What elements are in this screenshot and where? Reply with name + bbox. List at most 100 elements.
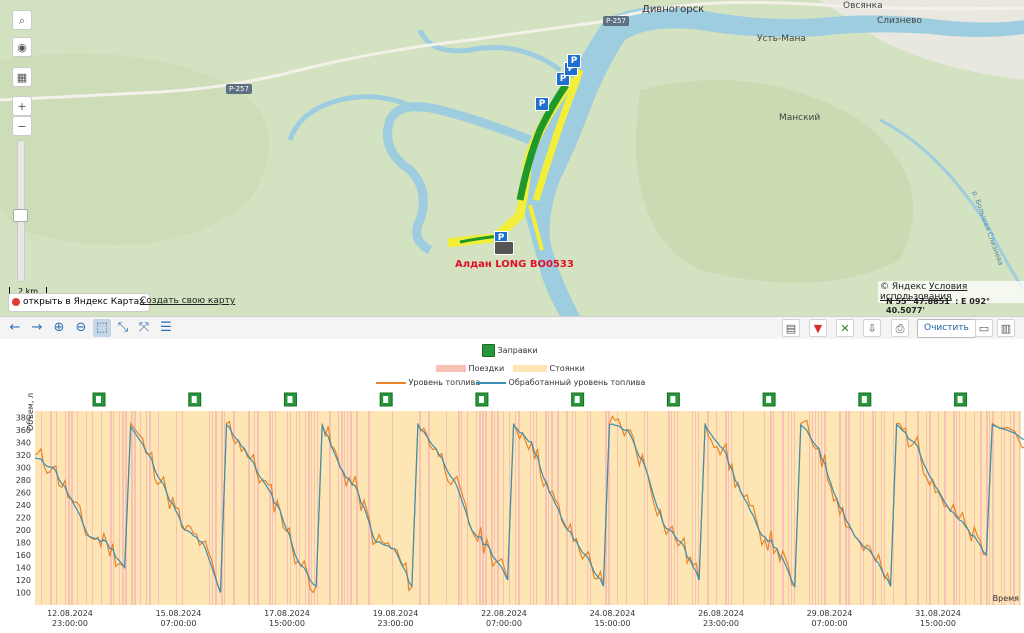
pdf-export-icon[interactable]: ▼ <box>809 319 827 337</box>
trip-band <box>530 411 531 605</box>
trip-band <box>476 411 477 605</box>
refuel-marker-icon[interactable] <box>92 392 106 407</box>
refuel-marker-icon[interactable] <box>188 392 202 407</box>
legend-stops[interactable]: Стоянки <box>513 364 585 373</box>
trip-band <box>491 411 493 605</box>
zoom-in-button[interactable]: + <box>12 96 32 116</box>
trip-band <box>884 411 885 605</box>
trip-band <box>677 411 678 605</box>
trip-band <box>959 411 960 605</box>
trip-band <box>299 411 300 605</box>
x-tick-date: 22.08.2024 <box>481 609 527 618</box>
trip-band <box>644 411 645 605</box>
zoom-slider-thumb[interactable] <box>13 209 28 222</box>
parking-marker-icon[interactable]: P <box>535 97 549 111</box>
y-tick-label: 260 <box>16 488 31 497</box>
refuel-marker-icon[interactable] <box>571 392 585 407</box>
search-icon[interactable]: ⌕ <box>12 10 32 30</box>
parking-marker-icon[interactable]: P <box>567 54 581 68</box>
zoom-out-button[interactable]: − <box>12 116 32 136</box>
refuel-marker-icon[interactable] <box>954 392 968 407</box>
split-view-icon[interactable]: ▥ <box>997 319 1015 337</box>
axis-scale-icon[interactable]: ⤡ <box>117 320 129 335</box>
trip-band <box>134 411 136 605</box>
trip-band <box>587 411 588 605</box>
x-tick-time: 07:00:00 <box>486 619 522 628</box>
refuel-marker-icon[interactable] <box>283 392 297 407</box>
x-tick-time: 07:00:00 <box>161 619 197 628</box>
table-icon[interactable]: ▤ <box>782 319 800 337</box>
trip-band <box>728 411 729 605</box>
select-area-icon[interactable]: ⬚ <box>93 319 111 337</box>
trip-band <box>845 411 847 605</box>
refuel-marker-icon[interactable] <box>666 392 680 407</box>
zoom-in-icon[interactable]: ⊕ <box>53 320 65 335</box>
trip-band <box>257 411 259 605</box>
fit-icon[interactable]: ⤧ <box>138 320 150 335</box>
trip-band <box>308 411 310 605</box>
stops-background <box>35 411 1021 605</box>
trip-band <box>1004 411 1005 605</box>
trip-band <box>626 411 627 605</box>
layers-icon[interactable]: ▦ <box>12 67 32 87</box>
trip-band <box>287 411 288 605</box>
trip-band <box>812 411 813 605</box>
place-label: Манский <box>779 113 821 123</box>
trip-band <box>479 411 481 605</box>
trip-band <box>113 411 114 605</box>
list-icon[interactable]: ☰ <box>160 320 172 335</box>
refuel-marker-pump <box>957 396 963 403</box>
open-yandex-link[interactable]: открыть в Яндекс Картах <box>8 293 151 312</box>
trip-band <box>458 411 460 605</box>
trip-band <box>617 411 618 605</box>
chart-canvas[interactable]: 100 120 140 160 180 200 220 240 260 280 300 320 340 3… <box>0 339 1024 633</box>
map-view[interactable]: Дивногорск Овсянка Слизнево Усть-Мана Ма… <box>0 0 1024 316</box>
trip-band <box>272 411 273 605</box>
trip-band <box>848 411 850 605</box>
trip-band <box>77 411 78 605</box>
excel-export-icon[interactable]: ✕ <box>836 319 854 337</box>
zoom-out-icon[interactable]: ⊖ <box>75 320 87 335</box>
clear-button[interactable]: Очистить <box>917 319 976 338</box>
trip-band <box>338 411 339 605</box>
legend-trips[interactable]: Поездки <box>436 364 504 373</box>
trip-band <box>515 411 516 605</box>
map-toggle-icon[interactable]: ▭ <box>975 319 993 337</box>
terms-link[interactable]: Условия использования <box>880 282 968 302</box>
export-icon[interactable]: ⇩ <box>863 319 881 337</box>
back-arrow-icon[interactable]: ← <box>9 320 21 335</box>
trip-band <box>791 411 792 605</box>
trip-band <box>536 411 537 605</box>
print-icon[interactable]: ⎙ <box>891 319 909 337</box>
trip-band <box>575 411 576 605</box>
trip-band <box>314 411 315 605</box>
vehicle-label[interactable]: Алдан LONG ВО0533 <box>455 259 574 270</box>
vehicle-icon[interactable] <box>494 241 514 255</box>
legend-fuel-level[interactable]: Уровень топлива <box>376 378 480 387</box>
refuel-icon <box>482 344 495 357</box>
refuel-marker-pump <box>766 396 772 403</box>
create-map-link[interactable]: Создать свою карту <box>140 296 236 306</box>
eye-icon[interactable]: ◉ <box>12 37 32 57</box>
legend-refuel[interactable]: Заправки <box>482 344 538 357</box>
trip-band <box>296 411 297 605</box>
refuel-marker-icon[interactable] <box>475 392 489 407</box>
trip-band <box>215 411 217 605</box>
fuel-chart[interactable]: 100 120 140 160 180 200 220 240 260 280 300 320 340 3… <box>0 339 1024 633</box>
trip-band <box>1019 411 1020 605</box>
trip-band <box>329 411 331 605</box>
open-yandex-label: открыть в Яндекс Картах <box>23 297 145 307</box>
place-label: Слизнево <box>877 16 922 26</box>
trip-band <box>119 411 120 605</box>
x-tick-date: 12.08.2024 <box>47 609 93 618</box>
forward-arrow-icon[interactable]: → <box>31 320 43 335</box>
trip-band <box>566 411 568 605</box>
refuel-marker-icon[interactable] <box>858 392 872 407</box>
trip-band <box>269 411 271 605</box>
legend-processed-level[interactable]: Обработанный уровень топлива <box>476 378 645 387</box>
refuel-marker-pump <box>478 396 484 403</box>
x-tick-time: 07:00:00 <box>812 619 848 628</box>
refuel-marker-icon[interactable] <box>762 392 776 407</box>
refuel-marker-icon[interactable] <box>379 392 393 407</box>
refuel-marker-pump <box>191 396 197 403</box>
